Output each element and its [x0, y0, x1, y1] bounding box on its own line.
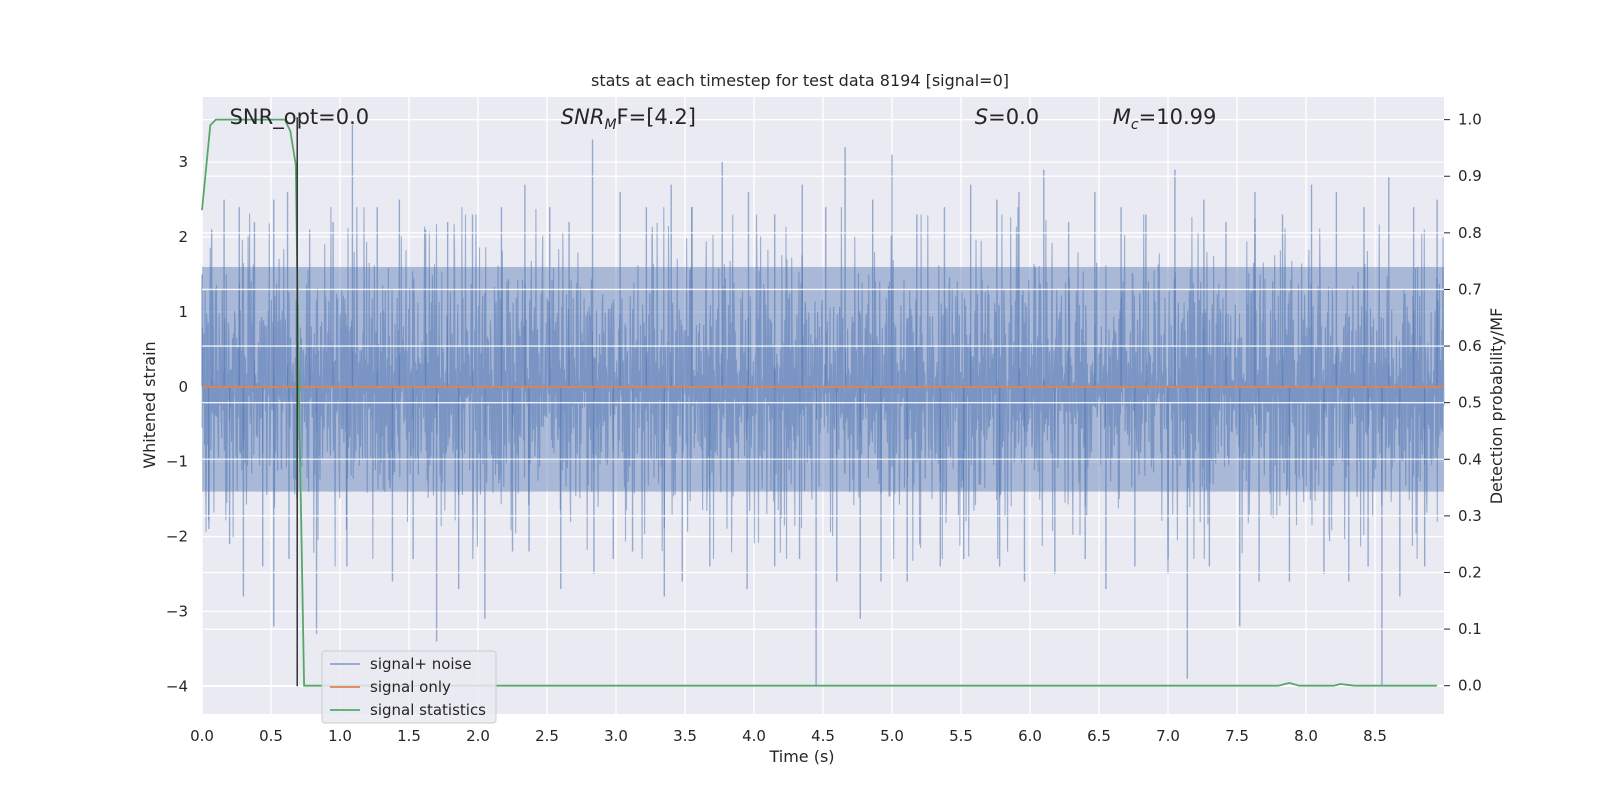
- x-tick-label: 5.5: [949, 727, 973, 745]
- x-tick-label: 1.0: [328, 727, 352, 745]
- legend-label: signal statistics: [370, 701, 486, 719]
- x-tick-label: 5.0: [880, 727, 904, 745]
- x-tick-label: 6.5: [1087, 727, 1111, 745]
- x-axis-label: Time (s): [768, 747, 834, 766]
- y2-tick-label: 0.5: [1458, 394, 1482, 412]
- y-tick-label: 3: [178, 153, 188, 171]
- x-tick-label: 0.5: [259, 727, 283, 745]
- x-tick-label: 4.5: [811, 727, 835, 745]
- y2-tick-label: 0.3: [1458, 507, 1482, 525]
- y-tick-label: −4: [166, 677, 188, 695]
- y2-tick-label: 1.0: [1458, 111, 1482, 129]
- noise-series: [201, 124, 1445, 687]
- x-tick-label: 7.5: [1225, 727, 1249, 745]
- annotation-text: S=0.0: [975, 105, 1039, 129]
- y2-axis-label: Detection probability/MF: [1487, 308, 1506, 505]
- x-tick-label: 2.5: [535, 727, 559, 745]
- legend-label: signal only: [370, 678, 451, 696]
- y-tick-label: 0: [178, 378, 188, 396]
- x-tick-label: 6.0: [1018, 727, 1042, 745]
- x-tick-label: 4.0: [742, 727, 766, 745]
- y2-tick-label: 0.2: [1458, 563, 1482, 581]
- legend-box: [321, 650, 497, 724]
- noise-core-band: [202, 266, 1444, 492]
- y2-tick-label: 0.7: [1458, 280, 1482, 298]
- chart-title: stats at each timestep for test data 819…: [591, 71, 1009, 90]
- y2-tick-label: 0.1: [1458, 620, 1482, 638]
- y-tick-label: 1: [178, 303, 188, 321]
- noise-trace: [201, 207, 1445, 567]
- annotation-text: SNR_opt=0.0: [230, 105, 370, 130]
- x-tick-label: 8.0: [1294, 727, 1318, 745]
- annotation-text: SNRMF=[4.2]: [561, 105, 696, 133]
- y2-tick-label: 0.9: [1458, 167, 1482, 185]
- y-tick-label: 2: [178, 228, 188, 246]
- y2-tick-label: 0.6: [1458, 337, 1482, 355]
- x-tick-label: 1.5: [397, 727, 421, 745]
- legend: signal+ noise signal only signal statistic…: [321, 650, 497, 724]
- x-tick-label: 3.5: [673, 727, 697, 745]
- x-tick-label: 0.0: [190, 727, 214, 745]
- y-axis-label: Whitened strain: [140, 341, 159, 468]
- y-tick-label: −2: [166, 528, 188, 546]
- series-signal-statistics: [201, 118, 1438, 687]
- annotation-text: Mc=10.99: [1113, 105, 1217, 133]
- y2-tick-label: 0.8: [1458, 224, 1482, 242]
- tick-labels: 0.0 0.5 1.0 1.5 2.0 2.5 3.0 3.5 4.0 4.5 5.0 5.5 6.0 6…: [166, 111, 1482, 745]
- y2-tick-label: 0.0: [1458, 677, 1482, 695]
- y-tick-label: −3: [166, 602, 188, 620]
- annotations: SNR_opt=0.0 SNRMF=[4.2] S=0.0 Mc=10.99: [230, 105, 1217, 133]
- line-series: [201, 117, 1444, 687]
- x-tick-label: 7.0: [1156, 727, 1180, 745]
- x-tick-label: 2.0: [466, 727, 490, 745]
- x-tick-label: 3.0: [604, 727, 628, 745]
- x-tick-label: 8.5: [1363, 727, 1387, 745]
- y-tick-label: −1: [166, 453, 188, 471]
- legend-label: signal+ noise: [370, 655, 472, 673]
- y2-tick-label: 0.4: [1458, 450, 1482, 468]
